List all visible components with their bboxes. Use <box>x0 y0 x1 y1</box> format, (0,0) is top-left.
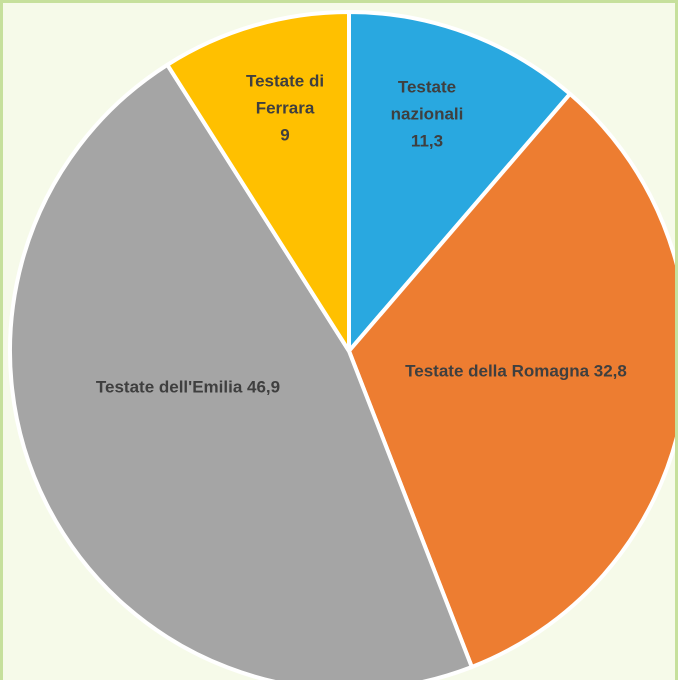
category-label: Testate di Ferrara <box>245 71 325 118</box>
data-label: Testate nazionali 11,3 <box>372 74 482 155</box>
value-label: 46,9 <box>247 377 281 397</box>
value-label: 32,8 <box>593 361 627 381</box>
category-label: Testate della Romagna <box>405 361 590 381</box>
data-label: Testate dell'Emilia 46,9 <box>96 374 280 401</box>
value-label: 9 <box>280 125 290 145</box>
pie-slice <box>165 10 351 353</box>
pie-slice <box>347 10 572 353</box>
pie-slice <box>347 91 675 669</box>
pie-slice <box>8 62 474 680</box>
pie <box>8 10 675 680</box>
category-label: Testate dell'Emilia <box>95 377 243 397</box>
data-label: Testate della Romagna 32,8 <box>405 358 627 385</box>
data-label: Testate di Ferrara 9 <box>225 68 345 149</box>
value-label: 11,3 <box>410 131 444 151</box>
category-label: Testate nazionali <box>390 77 464 124</box>
